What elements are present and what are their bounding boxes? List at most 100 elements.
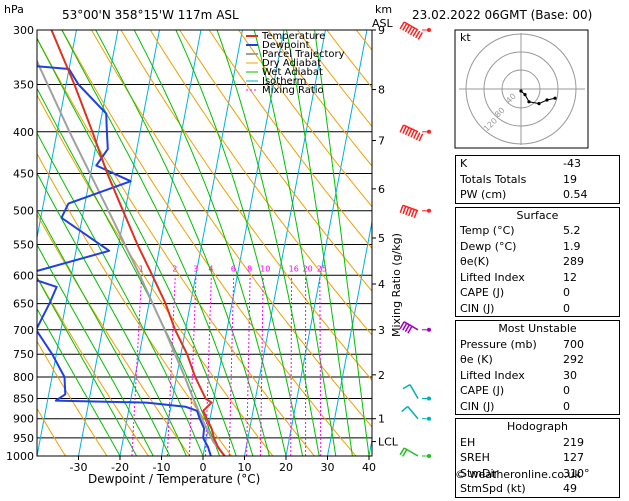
height-unit-asl: ASL: [372, 17, 394, 30]
row-label: Temp (°C): [460, 223, 515, 239]
row-label: CAPE (J): [460, 285, 504, 301]
pressure-tick-label: 550: [13, 238, 34, 251]
row-label: CIN (J): [460, 301, 494, 317]
table-title: Surface: [456, 208, 619, 224]
wind-barb: [402, 406, 431, 420]
table-row: StmSpd (kt) 49: [456, 481, 619, 497]
pressure-tick-label: 350: [13, 79, 34, 92]
table-row: PW (cm) 0.54: [456, 187, 619, 203]
pressure-tick-label: 800: [13, 371, 34, 384]
row-value: 5.2: [563, 223, 615, 239]
row-value: 12: [563, 270, 615, 286]
pressure-tick-label: 850: [13, 392, 34, 405]
height-tick-label: 2: [378, 369, 385, 382]
row-value: 289: [563, 254, 615, 270]
x-axis-label: Dewpoint / Temperature (°C): [88, 472, 260, 486]
height-tick-label: 5: [378, 232, 385, 245]
hodograph-point: [519, 89, 522, 92]
temperature-tick-label: 40: [362, 461, 376, 474]
wind-barb: [400, 205, 431, 218]
row-label: Lifted Index: [460, 270, 525, 286]
wet-adiabat-line: [33, 30, 237, 456]
row-value: 219: [563, 435, 615, 451]
height-tick-label: 1: [378, 413, 385, 426]
mixing-ratio-axis-label: Mixing Ratio (g/kg): [390, 233, 403, 337]
height-tick-label: 6: [378, 183, 385, 196]
table-row: CAPE (J) 0: [456, 285, 619, 301]
table-row: CIN (J)0: [456, 301, 619, 317]
wind-barb: [400, 322, 431, 333]
mixing-ratio-label: 16: [289, 264, 299, 273]
table-row: θe(K) 289: [456, 254, 619, 270]
row-value: 0: [563, 285, 615, 301]
pressure-tick-label: 950: [13, 432, 34, 445]
row-value: 19: [563, 172, 615, 188]
row-value: -43: [563, 156, 615, 172]
row-value: 0: [563, 399, 615, 415]
wind-barb: [400, 22, 431, 39]
table-row: θe (K) 292: [456, 352, 619, 368]
mixing-ratio-label: 8: [247, 264, 252, 273]
pressure-tick-label: 450: [13, 167, 34, 180]
row-label: CIN (J): [460, 399, 494, 415]
dry-adiabat-line: [0, 30, 231, 456]
row-value: 0: [563, 383, 615, 399]
wind-barb: [400, 448, 431, 458]
row-label: EH: [460, 435, 475, 451]
row-value: 49: [563, 481, 615, 497]
hodograph-point: [523, 93, 526, 96]
table-row: K -43: [456, 156, 619, 172]
mixing-ratio-label: 1: [139, 264, 144, 273]
pressure-tick-label: 300: [13, 24, 34, 37]
pressure-tick-label: 700: [13, 324, 34, 337]
hodograph-unit: kt: [460, 31, 471, 44]
height-tick-label: 4: [378, 278, 385, 291]
row-label: PW (cm): [460, 187, 506, 203]
height-tick-label: LCL: [378, 436, 399, 449]
temperature-tick-label: 30: [321, 461, 335, 474]
row-value: 0.54: [563, 187, 615, 203]
row-value: 292: [563, 352, 615, 368]
hodograph-point: [545, 98, 548, 101]
mixing-ratio-label: 20: [303, 264, 313, 273]
wind-barb: [400, 125, 431, 141]
pressure-tick-label: 600: [13, 269, 34, 282]
row-label: K: [460, 156, 467, 172]
pressure-tick-label: 400: [13, 126, 34, 139]
table-row: Pressure (mb) 700: [456, 337, 619, 353]
wind-barb: [403, 385, 431, 401]
row-value: 1.9: [563, 239, 615, 255]
wind-barbs: [400, 22, 431, 458]
row-label: SREH: [460, 450, 490, 466]
row-label: Pressure (mb): [460, 337, 537, 353]
height-tick-label: 7: [378, 135, 385, 148]
mixing-ratio-label: 2: [172, 264, 177, 273]
pressure-tick-label: 750: [13, 348, 34, 361]
row-label: StmSpd (kt): [460, 481, 526, 497]
table-row: Temp (°C) 5.2: [456, 223, 619, 239]
row-label: θe (K): [460, 352, 493, 368]
table-row: Lifted Index 12: [456, 270, 619, 286]
table-row: CAPE (J)0: [456, 383, 619, 399]
pressure-tick-label: 1000: [6, 450, 34, 463]
row-value: 700: [563, 337, 615, 353]
row-label: Totals Totals: [460, 172, 526, 188]
mixing-ratio-label: 25: [317, 264, 327, 273]
pressure-tick-label: 500: [13, 205, 34, 218]
table-title: Most Unstable: [456, 321, 619, 337]
table-row: Dewp (°C)1.9: [456, 239, 619, 255]
row-value: 127: [563, 450, 615, 466]
credit-text: © weatheronline.co.uk: [455, 468, 581, 481]
mixing-ratio-label: 3: [193, 264, 198, 273]
mixing-ratio-label: 6: [231, 264, 236, 273]
table-row: EH 219: [456, 435, 619, 451]
hodograph-point: [553, 97, 556, 100]
temperature-tick-label: 20: [279, 461, 293, 474]
row-label: θe(K): [460, 254, 489, 270]
